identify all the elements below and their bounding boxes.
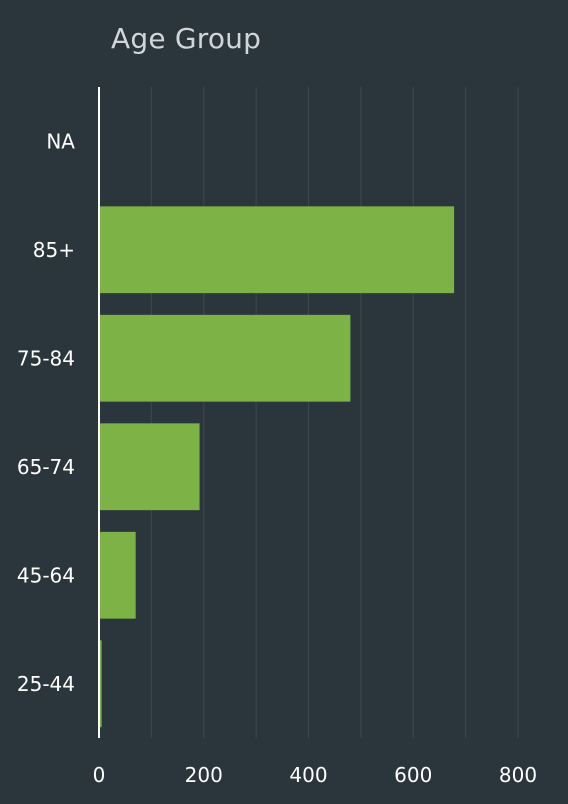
bar	[99, 531, 136, 619]
x-tick-label: 0	[93, 763, 106, 787]
y-tick-label: 65-74	[17, 455, 75, 479]
bar	[99, 423, 200, 511]
chart-title: Age Group	[111, 22, 262, 55]
x-tick-label: 200	[185, 763, 223, 787]
x-tick-label: 800	[499, 763, 537, 787]
y-tick-label: 25-44	[17, 672, 75, 696]
y-tick-label: 75-84	[17, 346, 75, 370]
bar	[99, 206, 455, 294]
bar	[99, 314, 351, 402]
y-tick-label: NA	[46, 129, 75, 153]
y-tick-label: 45-64	[17, 563, 75, 587]
x-tick-label: 600	[394, 763, 432, 787]
x-tick-label: 400	[289, 763, 327, 787]
bar	[99, 640, 102, 728]
y-tick-label: 85+	[33, 238, 75, 262]
